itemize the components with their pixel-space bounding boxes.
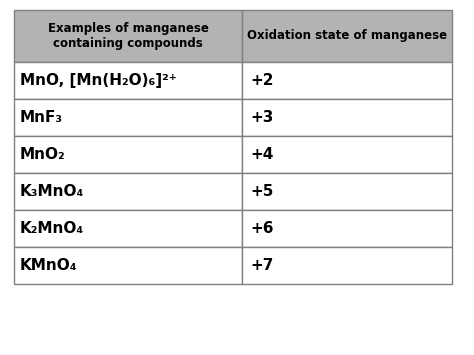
Text: Oxidation state of manganese: Oxidation state of manganese: [247, 29, 447, 43]
Bar: [242, 210, 452, 247]
Text: +4: +4: [250, 147, 273, 162]
Text: Examples of manganese
containing compounds: Examples of manganese containing compoun…: [47, 22, 209, 50]
Bar: [14, 247, 242, 284]
Text: +5: +5: [250, 184, 273, 199]
Text: +7: +7: [250, 258, 273, 273]
Bar: [242, 10, 452, 62]
Text: MnO, [Mn(H₂O)₆]²⁺: MnO, [Mn(H₂O)₆]²⁺: [20, 73, 177, 88]
Bar: [242, 136, 452, 173]
Text: +6: +6: [250, 221, 273, 236]
Text: K₂MnO₄: K₂MnO₄: [20, 221, 84, 236]
Bar: [242, 99, 452, 136]
Bar: [14, 136, 242, 173]
Bar: [14, 62, 242, 99]
Text: +3: +3: [250, 110, 273, 125]
Bar: [14, 173, 242, 210]
Bar: [14, 99, 242, 136]
Bar: [242, 62, 452, 99]
Bar: [14, 10, 242, 62]
Bar: [242, 247, 452, 284]
Text: MnO₂: MnO₂: [20, 147, 65, 162]
Text: MnF₃: MnF₃: [20, 110, 63, 125]
Bar: [242, 173, 452, 210]
Text: KMnO₄: KMnO₄: [20, 258, 78, 273]
Text: +2: +2: [250, 73, 273, 88]
Text: K₃MnO₄: K₃MnO₄: [20, 184, 84, 199]
Bar: [14, 210, 242, 247]
